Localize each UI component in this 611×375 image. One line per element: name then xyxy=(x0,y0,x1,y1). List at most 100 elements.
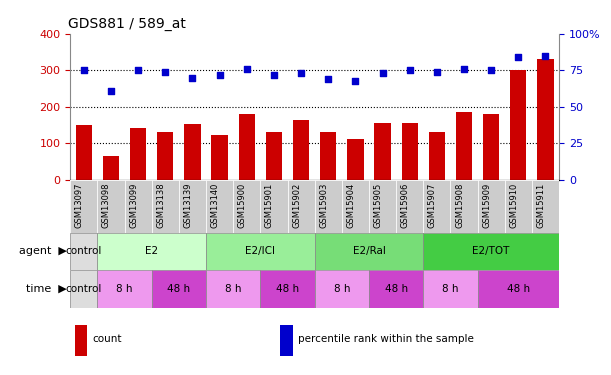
Bar xyxy=(103,156,119,180)
Text: GDS881 / 589_at: GDS881 / 589_at xyxy=(68,17,186,32)
Bar xyxy=(260,180,288,232)
Bar xyxy=(369,270,423,308)
Text: GSM15910: GSM15910 xyxy=(510,183,518,228)
Bar xyxy=(70,180,97,232)
Text: 8 h: 8 h xyxy=(225,284,241,294)
Bar xyxy=(450,180,478,232)
Text: GSM15905: GSM15905 xyxy=(373,183,382,228)
Text: percentile rank within the sample: percentile rank within the sample xyxy=(298,334,474,344)
Text: GSM15901: GSM15901 xyxy=(265,183,274,228)
Bar xyxy=(537,59,554,180)
Text: E2/ICI: E2/ICI xyxy=(246,246,276,256)
Point xyxy=(541,53,551,59)
Text: GSM15909: GSM15909 xyxy=(482,183,491,228)
Bar xyxy=(266,132,282,180)
Bar xyxy=(315,232,423,270)
Bar xyxy=(423,180,450,232)
Point xyxy=(106,88,116,94)
Bar xyxy=(239,114,255,180)
Bar xyxy=(347,139,364,180)
Point xyxy=(323,76,333,82)
Point xyxy=(405,68,415,74)
Point xyxy=(432,69,442,75)
Text: 8 h: 8 h xyxy=(116,284,133,294)
Text: control: control xyxy=(65,246,102,256)
Bar xyxy=(505,180,532,232)
Point xyxy=(296,70,306,76)
Bar xyxy=(206,232,315,270)
Point xyxy=(269,72,279,78)
Bar xyxy=(97,180,125,232)
Bar xyxy=(401,123,418,180)
Bar xyxy=(293,120,309,180)
Text: GSM13140: GSM13140 xyxy=(211,183,219,228)
Text: GSM13138: GSM13138 xyxy=(156,182,166,228)
Bar xyxy=(483,114,499,180)
Bar xyxy=(152,270,206,308)
Bar xyxy=(280,325,293,356)
Text: agent  ▶: agent ▶ xyxy=(20,246,67,256)
Bar xyxy=(179,180,206,232)
Text: GSM15908: GSM15908 xyxy=(455,183,464,228)
Text: GSM13098: GSM13098 xyxy=(102,183,111,228)
Text: GSM13097: GSM13097 xyxy=(75,183,84,228)
Point xyxy=(378,70,387,76)
Text: GSM13099: GSM13099 xyxy=(129,183,138,228)
Bar xyxy=(233,180,260,232)
Point xyxy=(161,69,170,75)
Point xyxy=(242,66,252,72)
Text: E2/TOT: E2/TOT xyxy=(472,246,510,256)
Text: E2/Ral: E2/Ral xyxy=(353,246,386,256)
Bar xyxy=(478,180,505,232)
Text: GSM15911: GSM15911 xyxy=(536,183,546,228)
Bar xyxy=(185,124,200,180)
Bar xyxy=(423,232,559,270)
Text: 8 h: 8 h xyxy=(442,284,459,294)
Bar xyxy=(369,180,396,232)
Point xyxy=(513,54,523,60)
Bar xyxy=(320,132,337,180)
Point xyxy=(188,75,197,81)
Bar xyxy=(211,135,228,180)
Bar xyxy=(375,123,390,180)
Bar xyxy=(130,128,146,180)
Bar xyxy=(342,180,369,232)
Text: GSM15907: GSM15907 xyxy=(428,183,437,228)
Text: count: count xyxy=(92,334,122,344)
Bar xyxy=(510,70,527,180)
Point xyxy=(486,68,496,74)
Bar xyxy=(206,270,260,308)
Bar xyxy=(478,270,559,308)
Bar xyxy=(125,180,152,232)
Bar xyxy=(315,180,342,232)
Point xyxy=(351,78,360,84)
Point xyxy=(459,66,469,72)
Text: control: control xyxy=(65,284,102,294)
Bar xyxy=(315,270,369,308)
Bar xyxy=(97,232,206,270)
Bar xyxy=(76,125,92,180)
Text: 8 h: 8 h xyxy=(334,284,350,294)
Text: GSM15900: GSM15900 xyxy=(238,183,247,228)
Text: GSM15904: GSM15904 xyxy=(346,183,356,228)
Bar xyxy=(456,112,472,180)
Bar xyxy=(396,180,423,232)
Bar xyxy=(152,180,179,232)
Bar xyxy=(532,180,559,232)
Text: GSM15902: GSM15902 xyxy=(292,183,301,228)
Text: 48 h: 48 h xyxy=(507,284,530,294)
Bar xyxy=(288,180,315,232)
Bar xyxy=(70,232,97,270)
Text: 48 h: 48 h xyxy=(276,284,299,294)
Bar xyxy=(206,180,233,232)
Bar xyxy=(429,132,445,180)
Bar xyxy=(70,270,97,308)
Bar xyxy=(423,270,478,308)
Text: 48 h: 48 h xyxy=(384,284,408,294)
Text: GSM13139: GSM13139 xyxy=(183,183,192,228)
Text: 48 h: 48 h xyxy=(167,284,191,294)
Text: GSM15906: GSM15906 xyxy=(401,183,410,228)
Text: time  ▶: time ▶ xyxy=(26,284,67,294)
Point xyxy=(214,72,224,78)
Bar xyxy=(97,270,152,308)
